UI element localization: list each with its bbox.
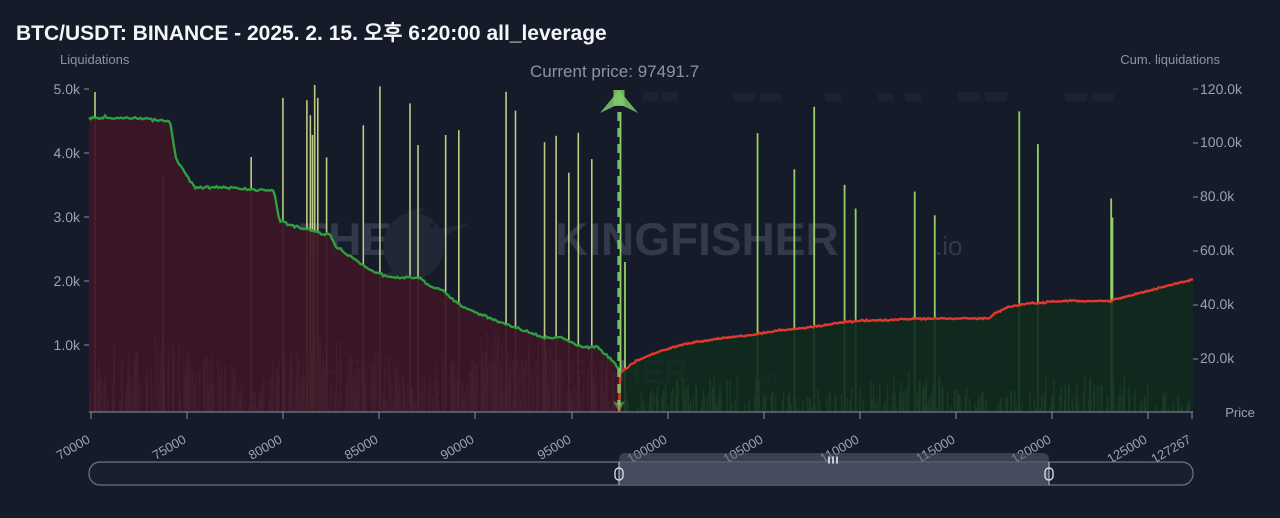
svg-text:125000: 125000 [1104,432,1149,467]
svg-text:80.0k: 80.0k [1200,188,1235,204]
svg-text:5.0k: 5.0k [54,81,81,97]
svg-text:4.0k: 4.0k [54,145,81,161]
svg-text:60.0k: 60.0k [1200,242,1235,258]
svg-text:40.0k: 40.0k [1200,296,1235,312]
svg-text:3.0k: 3.0k [54,209,81,225]
svg-text:1.0k: 1.0k [54,337,81,353]
svg-text:Price: Price [1225,405,1255,420]
svg-text:75000: 75000 [150,432,189,463]
svg-text:80000: 80000 [246,432,285,463]
svg-text:95000: 95000 [535,432,574,463]
svg-text:100.0k: 100.0k [1200,134,1243,150]
svg-text:127267: 127267 [1148,432,1193,467]
svg-text:70000: 70000 [54,432,93,463]
svg-text:90000: 90000 [438,432,477,463]
svg-text:120.0k: 120.0k [1200,81,1243,97]
svg-text:85000: 85000 [342,432,381,463]
svg-text:2.0k: 2.0k [54,273,81,289]
svg-text:20.0k: 20.0k [1200,350,1235,366]
